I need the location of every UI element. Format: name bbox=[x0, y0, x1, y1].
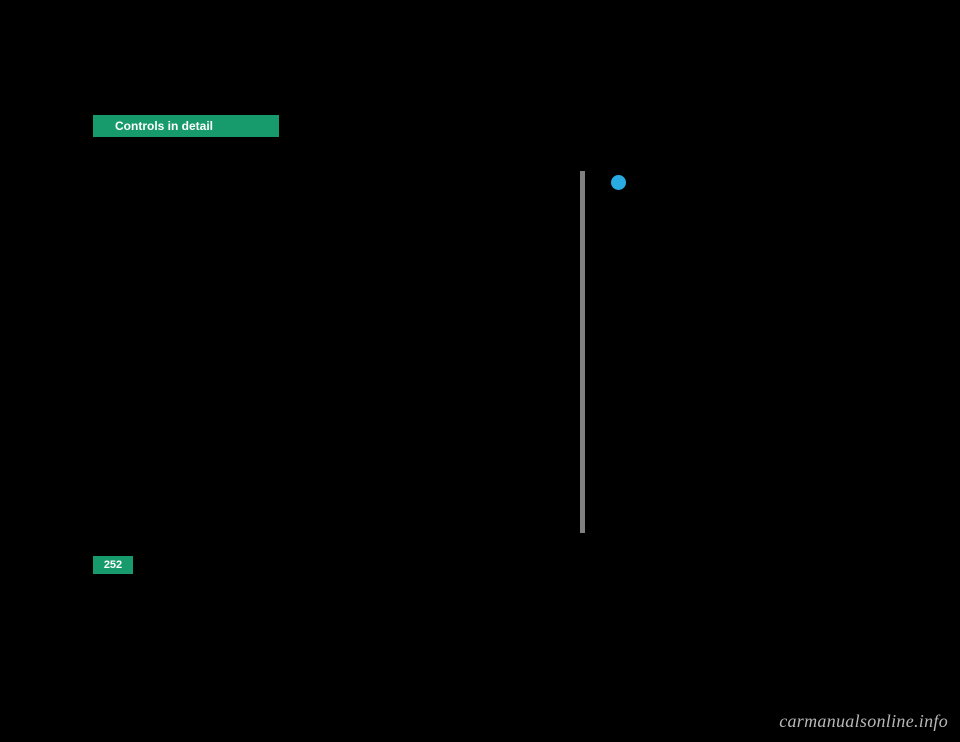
info-icon bbox=[611, 175, 626, 190]
page-number-box: 252 bbox=[93, 556, 133, 574]
watermark-text: carmanualsonline.info bbox=[779, 711, 948, 732]
manual-page: Controls in detail 252 carmanualsonline.… bbox=[0, 0, 960, 742]
column-divider-bar bbox=[580, 171, 585, 533]
page-number: 252 bbox=[104, 559, 122, 571]
section-header-tab: Controls in detail bbox=[93, 115, 279, 137]
section-header-title: Controls in detail bbox=[115, 119, 213, 133]
